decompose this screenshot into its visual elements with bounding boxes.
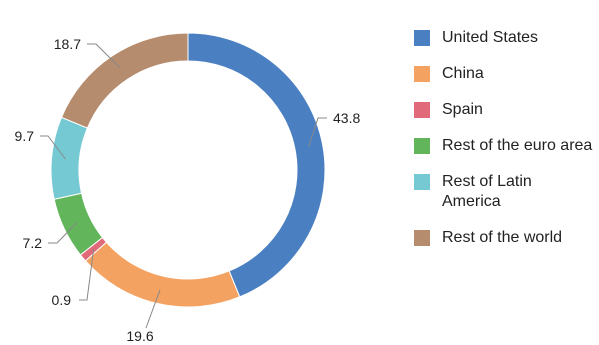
legend-item-rest-of-world: Rest of the world	[414, 228, 594, 248]
slice-united-states	[187, 32, 326, 298]
legend-label-china: China	[442, 65, 484, 82]
legend-swatch-china	[414, 66, 430, 82]
leader-line-spain	[79, 248, 95, 301]
data-label-rest-of-latin-america: 9.7	[15, 128, 35, 144]
slice-rest-of-the-world	[60, 32, 189, 129]
donut-slices	[50, 32, 326, 308]
data-label-rest-of-the-world: 18.7	[54, 36, 81, 52]
legend-swatch-rest-of-world	[414, 230, 430, 246]
leader-lines	[40, 43, 327, 329]
legend-item-spain: Spain	[414, 100, 594, 120]
legend-label-united-states: United States	[442, 29, 539, 46]
data-label-china: 19.6	[126, 328, 153, 344]
legend: United States China Spain Rest of the eu…	[414, 28, 594, 264]
leader-line-china	[145, 289, 161, 329]
legend-label-rest-of-euro-area: Rest of the euro area	[442, 137, 593, 154]
slice-rest-of-latin-america	[50, 116, 89, 200]
data-label-spain: 0.9	[52, 292, 72, 308]
legend-swatch-rest-of-latin-america	[414, 174, 430, 190]
legend-item-china: China	[414, 64, 594, 84]
data-labels: 43.8 19.6 0.9 7.2 9.7 18.7	[15, 36, 361, 344]
leader-line-united-states	[308, 117, 327, 147]
donut-chart: 43.8 19.6 0.9 7.2 9.7 18.7	[15, 32, 361, 344]
legend-label-spain: Spain	[442, 101, 483, 118]
data-label-united-states: 43.8	[333, 110, 360, 126]
legend-item-united-states: United States	[414, 28, 594, 48]
leader-line-rest-of-latin-america	[40, 135, 66, 160]
legend-item-rest-of-euro-area: Rest of the euro area	[414, 136, 594, 156]
leader-line-rest-of-the-world	[87, 43, 121, 69]
legend-item-rest-of-latin-america: Rest of Latin America	[414, 172, 594, 212]
legend-label-rest-of-world: Rest of the world	[442, 229, 563, 246]
slice-china	[84, 241, 241, 308]
data-label-rest-of-the-euro-area: 7.2	[23, 235, 43, 251]
leader-line-rest-of-the-euro-area	[48, 222, 78, 244]
legend-swatch-rest-of-euro-area	[414, 138, 430, 154]
legend-swatch-spain	[414, 102, 430, 118]
legend-label-rest-of-latin-america: Rest of Latin America	[442, 173, 532, 210]
legend-swatch-united-states	[414, 30, 430, 46]
